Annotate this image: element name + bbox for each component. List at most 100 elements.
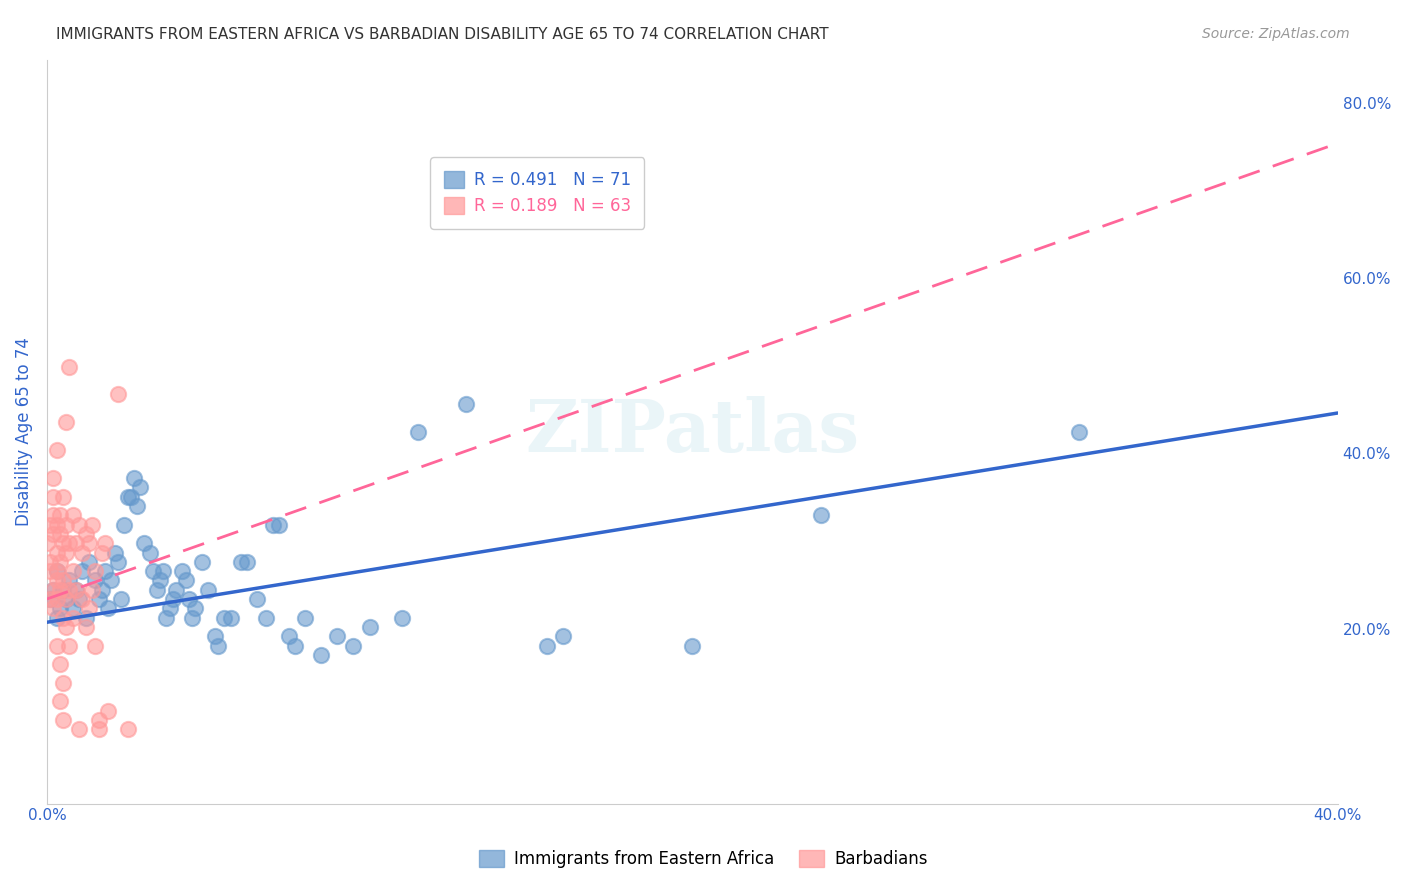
Barbadians [39,564,62,578]
Immigrants from Eastern Africa [1069,425,1091,439]
Immigrants from Eastern Africa [284,639,307,653]
Immigrants from Eastern Africa [207,639,229,653]
Immigrants from Eastern Africa [191,555,214,569]
Barbadians [75,527,97,541]
Barbadians [107,387,129,401]
Immigrants from Eastern Africa [49,601,72,615]
Immigrants from Eastern Africa [120,490,142,504]
Barbadians [65,536,87,550]
Barbadians [45,639,67,653]
Barbadians [49,508,72,523]
Barbadians [49,582,72,597]
Immigrants from Eastern Africa [326,629,349,643]
Barbadians [52,675,75,690]
Barbadians [42,527,65,541]
Barbadians [39,592,62,607]
Immigrants from Eastern Africa [84,574,107,588]
Barbadians [42,508,65,523]
Immigrants from Eastern Africa [122,471,145,485]
Immigrants from Eastern Africa [197,582,219,597]
Barbadians [80,517,103,532]
Barbadians [55,517,77,532]
Immigrants from Eastern Africa [45,610,67,624]
Text: ZIPatlas: ZIPatlas [526,396,859,467]
Barbadians [97,704,120,718]
Barbadians [45,574,67,588]
Barbadians [55,620,77,634]
Immigrants from Eastern Africa [52,582,75,597]
Immigrants from Eastern Africa [107,555,129,569]
Barbadians [42,490,65,504]
Barbadians [55,415,77,429]
Barbadians [45,592,67,607]
Immigrants from Eastern Africa [262,517,284,532]
Barbadians [84,564,107,578]
Immigrants from Eastern Africa [184,601,207,615]
Barbadians [39,517,62,532]
Text: IMMIGRANTS FROM EASTERN AFRICA VS BARBADIAN DISABILITY AGE 65 TO 74 CORRELATION : IMMIGRANTS FROM EASTERN AFRICA VS BARBAD… [56,27,830,42]
Barbadians [45,517,67,532]
Barbadians [90,545,112,559]
Immigrants from Eastern Africa [456,397,478,411]
Immigrants from Eastern Africa [152,564,174,578]
Barbadians [77,601,100,615]
Immigrants from Eastern Africa [100,574,122,588]
Immigrants from Eastern Africa [149,574,172,588]
Immigrants from Eastern Africa [204,629,226,643]
Immigrants from Eastern Africa [155,610,177,624]
Immigrants from Eastern Africa [159,601,181,615]
Legend: R = 0.491   N = 71, R = 0.189   N = 63: R = 0.491 N = 71, R = 0.189 N = 63 [430,157,644,228]
Barbadians [49,555,72,569]
Immigrants from Eastern Africa [72,564,94,578]
Immigrants from Eastern Africa [254,610,277,624]
Immigrants from Eastern Africa [810,508,832,523]
Barbadians [58,536,80,550]
Immigrants from Eastern Africa [553,629,575,643]
Barbadians [77,536,100,550]
Immigrants from Eastern Africa [294,610,316,624]
Barbadians [62,508,84,523]
Immigrants from Eastern Africa [277,629,299,643]
Barbadians [87,713,110,727]
Barbadians [67,723,90,737]
Barbadians [49,694,72,708]
Immigrants from Eastern Africa [67,592,90,607]
Immigrants from Eastern Africa [174,574,197,588]
Barbadians [75,620,97,634]
Immigrants from Eastern Africa [117,490,139,504]
Immigrants from Eastern Africa [127,499,149,513]
Barbadians [58,582,80,597]
Immigrants from Eastern Africa [110,592,132,607]
Immigrants from Eastern Africa [90,582,112,597]
Barbadians [42,582,65,597]
Immigrants from Eastern Africa [97,601,120,615]
Barbadians [117,723,139,737]
Barbadians [52,490,75,504]
Immigrants from Eastern Africa [309,648,332,662]
Immigrants from Eastern Africa [681,639,703,653]
Immigrants from Eastern Africa [104,545,127,559]
Barbadians [52,713,75,727]
Immigrants from Eastern Africa [162,592,184,607]
Barbadians [55,592,77,607]
Immigrants from Eastern Africa [219,610,242,624]
Immigrants from Eastern Africa [65,582,87,597]
Immigrants from Eastern Africa [342,639,364,653]
Immigrants from Eastern Africa [45,564,67,578]
Barbadians [55,545,77,559]
Immigrants from Eastern Africa [39,592,62,607]
Immigrants from Eastern Africa [75,610,97,624]
Immigrants from Eastern Africa [42,582,65,597]
Immigrants from Eastern Africa [359,620,381,634]
Barbadians [52,574,75,588]
Barbadians [67,517,90,532]
Barbadians [65,582,87,597]
Barbadians [87,723,110,737]
Immigrants from Eastern Africa [391,610,413,624]
Immigrants from Eastern Africa [536,639,558,653]
Immigrants from Eastern Africa [142,564,165,578]
Immigrants from Eastern Africa [77,555,100,569]
Barbadians [72,592,94,607]
Barbadians [49,657,72,672]
Immigrants from Eastern Africa [129,480,152,494]
